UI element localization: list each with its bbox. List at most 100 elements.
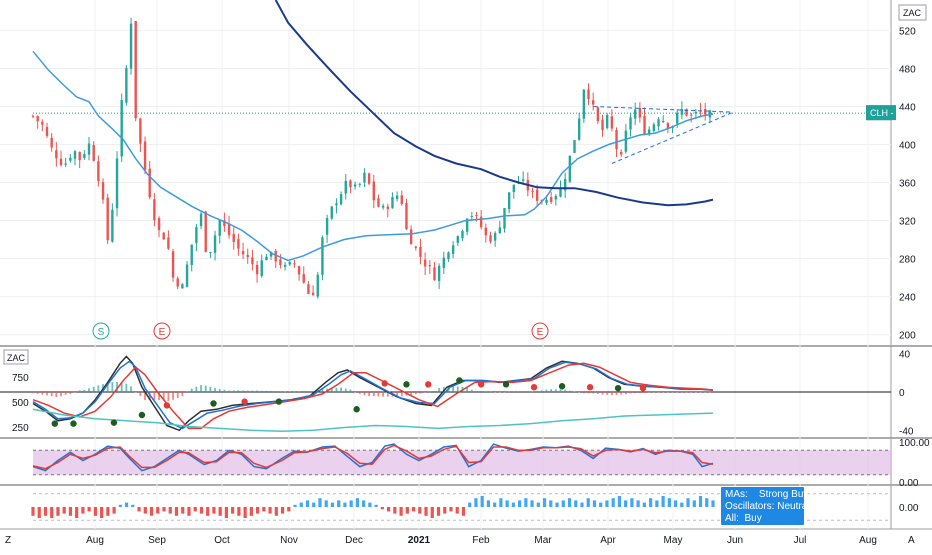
osc1-histogram-bar — [36, 392, 39, 394]
osc1-histogram-bar — [321, 388, 324, 392]
candle-body — [559, 187, 562, 197]
osc1-histogram-bar — [382, 392, 385, 397]
osc3-bar — [75, 507, 79, 518]
osc3-bar — [399, 507, 403, 516]
candle-body — [55, 150, 58, 159]
footer-left-label: Z — [5, 535, 11, 546]
osc1-histogram-bar — [592, 392, 595, 394]
all-label: All: — [725, 513, 739, 524]
candle-body — [648, 129, 651, 135]
current-price-label-bg — [866, 105, 896, 121]
symbol-badge: ZAC — [898, 4, 927, 21]
candle-body — [199, 213, 203, 227]
osc3-bar — [436, 507, 441, 516]
candle-body — [461, 230, 464, 239]
month-tick-label: Oct — [214, 535, 230, 546]
osc1-cross-marker — [241, 398, 248, 405]
osc1-histogram-bar — [438, 387, 441, 392]
short-moving-average-line — [32, 50, 714, 262]
osc1-histogram-bar — [130, 386, 132, 392]
osc1-left-tick-label: 500 — [12, 398, 29, 409]
osc1-cross-marker — [51, 420, 58, 427]
osc1-histogram-bar — [704, 392, 707, 393]
candle-body — [554, 196, 558, 200]
osc1-cross-marker — [558, 383, 566, 390]
osc1-histogram-bar — [354, 392, 357, 393]
oscillators-label: Oscillators: — [725, 501, 775, 512]
osc1-histogram-bar — [228, 390, 230, 392]
osc1-histogram-bar — [186, 391, 188, 392]
candle-layer — [31, 17, 712, 299]
osc1-histogram-bar — [125, 383, 128, 392]
osc1-histogram-bar — [377, 392, 380, 397]
month-tick-label: Jun — [727, 535, 743, 546]
osc1-cross-marker — [425, 381, 432, 388]
osc3-bar — [680, 502, 684, 507]
osc1-histogram-bar — [503, 392, 506, 393]
osc1-histogram-bar — [629, 392, 632, 394]
candle-body — [563, 178, 567, 191]
osc3-bar — [181, 507, 185, 514]
price-tick-label: 440 — [899, 102, 916, 113]
osc3-bar — [106, 507, 110, 516]
candle-body — [171, 251, 175, 278]
osc1-histogram-bar — [545, 389, 548, 392]
candle-body — [237, 239, 240, 249]
candle-body — [335, 203, 338, 206]
candle-body — [633, 109, 637, 119]
candle-body — [279, 259, 282, 266]
osc3-bar — [574, 500, 578, 507]
osc3-bar — [337, 500, 341, 507]
month-tick-label: Sep — [148, 535, 166, 546]
osc3-bar — [580, 502, 584, 507]
osc3-bar — [68, 507, 73, 516]
candle-body — [288, 261, 291, 265]
event-marker-label: S — [98, 327, 105, 338]
candle-body — [512, 184, 516, 193]
osc1-histogram-bar — [480, 391, 483, 392]
month-tick-label: Jul — [794, 535, 807, 546]
osc1-histogram-bar — [195, 386, 198, 392]
osc1-histogram-bar — [442, 386, 445, 392]
candle-body — [610, 116, 614, 129]
osc3-bar — [624, 500, 628, 507]
candle-body — [213, 235, 217, 253]
osc3-bar — [418, 507, 422, 514]
osc1-histogram-bar — [214, 388, 216, 392]
signal-summary-box[interactable]: MAs: Strong Buy Oscillators: Neutral All… — [721, 487, 809, 525]
osc1-right-tick-label: 40 — [899, 350, 911, 361]
candle-body — [503, 208, 506, 229]
candle-body — [311, 292, 315, 296]
month-tick-label: Dec — [345, 535, 363, 546]
osc1-histogram-bar — [699, 392, 702, 393]
candle-body — [624, 130, 628, 152]
osc3-bar — [561, 500, 565, 507]
osc1-histogram-bar — [517, 391, 520, 392]
candle-body — [582, 89, 586, 119]
oscillator-layer — [31, 355, 715, 518]
osc1-histogram-bar — [153, 392, 156, 401]
candle-body — [470, 215, 474, 217]
candle-body — [437, 265, 441, 281]
osc1-histogram-bar — [92, 386, 95, 392]
osc1-histogram-bar — [540, 390, 543, 392]
osc3-bar — [630, 498, 634, 507]
price-tick-label: 520 — [899, 26, 916, 37]
symbol-badge-text: ZAC — [903, 8, 922, 18]
osc1-histogram-bar — [344, 388, 347, 392]
osc1-histogram-bar — [624, 392, 627, 395]
osc3-bar — [237, 507, 241, 516]
osc3-bar — [673, 500, 678, 507]
osc1-badge-frame — [3, 349, 29, 365]
osc1-histogram-bar — [284, 391, 286, 392]
osc3-bar — [131, 504, 135, 507]
candle-body — [87, 143, 91, 155]
price-tick-label: 360 — [899, 179, 916, 190]
osc1-histogram-bar — [466, 387, 469, 392]
osc1-histogram-bar — [433, 390, 436, 392]
osc1-histogram-bar — [662, 392, 665, 393]
osc3-bar — [386, 507, 391, 512]
osc1-histogram-bar — [419, 392, 422, 394]
osc1-histogram-bar — [643, 392, 646, 393]
